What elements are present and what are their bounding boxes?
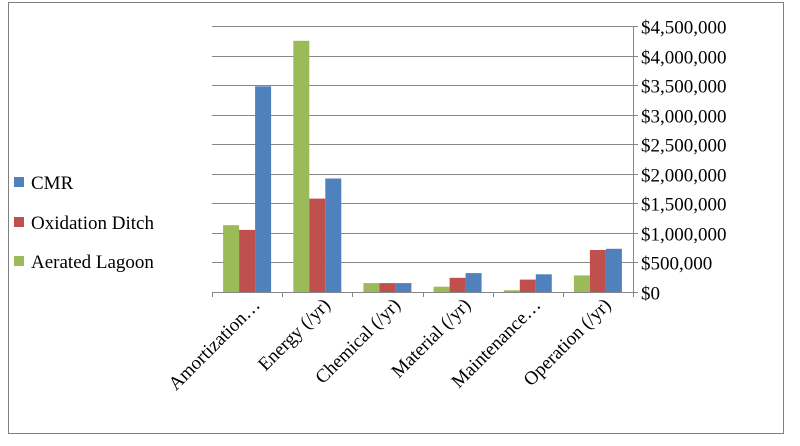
bar-oxidation-ditch [379,283,396,292]
y-tick-label: $4,000,000 [641,48,727,69]
y-tick-label: $3,000,000 [641,107,727,128]
bar-aerated-lagoon [573,275,590,292]
bars [223,40,622,292]
bar-oxidation-ditch [449,277,466,292]
y-tick-label: $1,000,000 [641,225,727,246]
bar-aerated-lagoon [293,40,310,292]
bar-oxidation-ditch [519,279,536,292]
bar-oxidation-ditch [589,250,606,292]
x-category-label: Amortization… [165,295,265,395]
gridlines [212,26,633,293]
chart-frame: $0 $500,000 $1,000,000 $1,500,000 $2,000,000… [8,2,784,434]
bar-cmr [465,273,482,292]
y-tick-label: $3,500,000 [641,77,727,98]
bar-oxidation-ditch [239,229,256,292]
axes [212,26,638,297]
y-tick-label: $500,000 [641,254,712,275]
legend-swatch [14,177,24,187]
bar-aerated-lagoon [363,283,380,292]
y-tick-label: $0 [641,284,660,305]
bar-aerated-lagoon [433,286,450,292]
bar-cmr [605,248,622,292]
legend-label: CMR [31,173,74,194]
y-tick-label: $2,500,000 [641,136,727,157]
legend-swatch [14,217,24,227]
bar-aerated-lagoon [503,290,520,292]
bar-cmr [395,283,412,292]
bar-cmr [255,86,272,292]
bar-aerated-lagoon [223,225,240,292]
bar-chart: $0 $500,000 $1,000,000 $1,500,000 $2,000,000… [14,18,727,395]
legend-swatch [14,256,24,266]
bar-cmr [325,178,342,292]
y-tick-label: $4,500,000 [641,18,727,39]
y-tick-labels: $0 $500,000 $1,000,000 $1,500,000 $2,000,000… [641,18,727,305]
y-tick-label: $1,500,000 [641,195,727,216]
legend-label: Oxidation Ditch [31,213,154,234]
bar-oxidation-ditch [309,198,326,292]
x-tick-labels: Amortization…Energy (/yr)Chemical (/yr)M… [165,295,616,395]
legend: CMR Oxidation Ditch Aerated Lagoon [14,173,154,273]
bar-cmr [535,274,552,292]
y-tick-label: $2,000,000 [641,166,727,187]
legend-label: Aerated Lagoon [31,252,154,273]
